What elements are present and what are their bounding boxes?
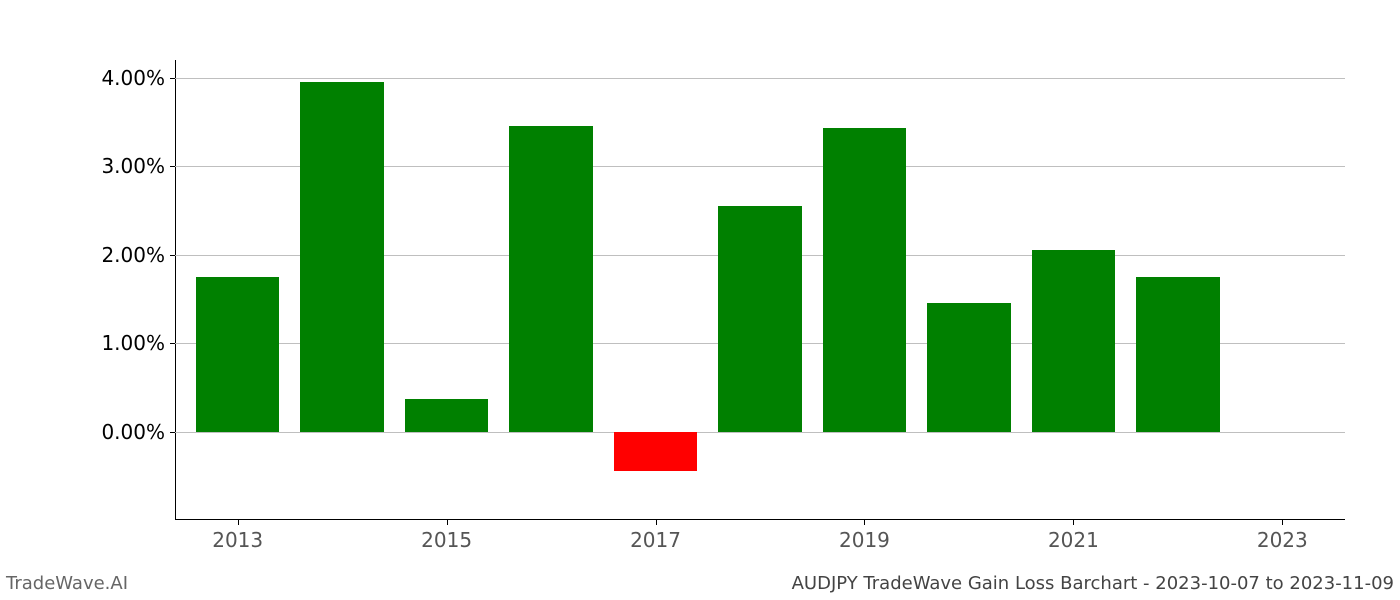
x-tick-label: 2017 — [630, 528, 681, 552]
bar-2019 — [823, 128, 907, 431]
x-tick-mark — [656, 520, 657, 525]
x-tick-mark — [864, 520, 865, 525]
bar-2015 — [405, 399, 489, 432]
x-tick-mark — [1073, 520, 1074, 525]
y-tick-mark — [170, 432, 175, 433]
bar-2017 — [614, 432, 698, 472]
y-tick-label: 0.00% — [101, 420, 165, 444]
y-tick-label: 4.00% — [101, 66, 165, 90]
bar-2016 — [509, 126, 593, 431]
bar-2020 — [927, 303, 1011, 431]
bar-2014 — [300, 82, 384, 431]
y-tick-label: 2.00% — [101, 243, 165, 267]
footer-left-brand: TradeWave.AI — [6, 573, 128, 594]
bar-2018 — [718, 206, 802, 432]
y-tick-label: 1.00% — [101, 331, 165, 355]
chart-container: 0.00% 1.00% 2.00% 3.00% 4.00% 2013 2015 2017 201… — [0, 0, 1400, 600]
y-gridline — [175, 78, 1345, 79]
bar-2021 — [1032, 250, 1116, 431]
x-tick-mark — [238, 520, 239, 525]
x-tick-label: 2013 — [212, 528, 263, 552]
y-gridline — [175, 432, 1345, 433]
y-tick-mark — [170, 78, 175, 79]
y-tick-mark — [170, 166, 175, 167]
y-tick-mark — [170, 343, 175, 344]
x-tick-mark — [1282, 520, 1283, 525]
footer-right-caption: AUDJPY TradeWave Gain Loss Barchart - 20… — [792, 573, 1394, 594]
y-tick-label: 3.00% — [101, 154, 165, 178]
bar-2022 — [1136, 277, 1220, 432]
x-tick-label: 2015 — [421, 528, 472, 552]
x-tick-mark — [447, 520, 448, 525]
x-tick-label: 2023 — [1257, 528, 1308, 552]
x-tick-label: 2019 — [839, 528, 890, 552]
y-tick-mark — [170, 255, 175, 256]
bar-2013 — [196, 277, 280, 432]
x-tick-label: 2021 — [1048, 528, 1099, 552]
